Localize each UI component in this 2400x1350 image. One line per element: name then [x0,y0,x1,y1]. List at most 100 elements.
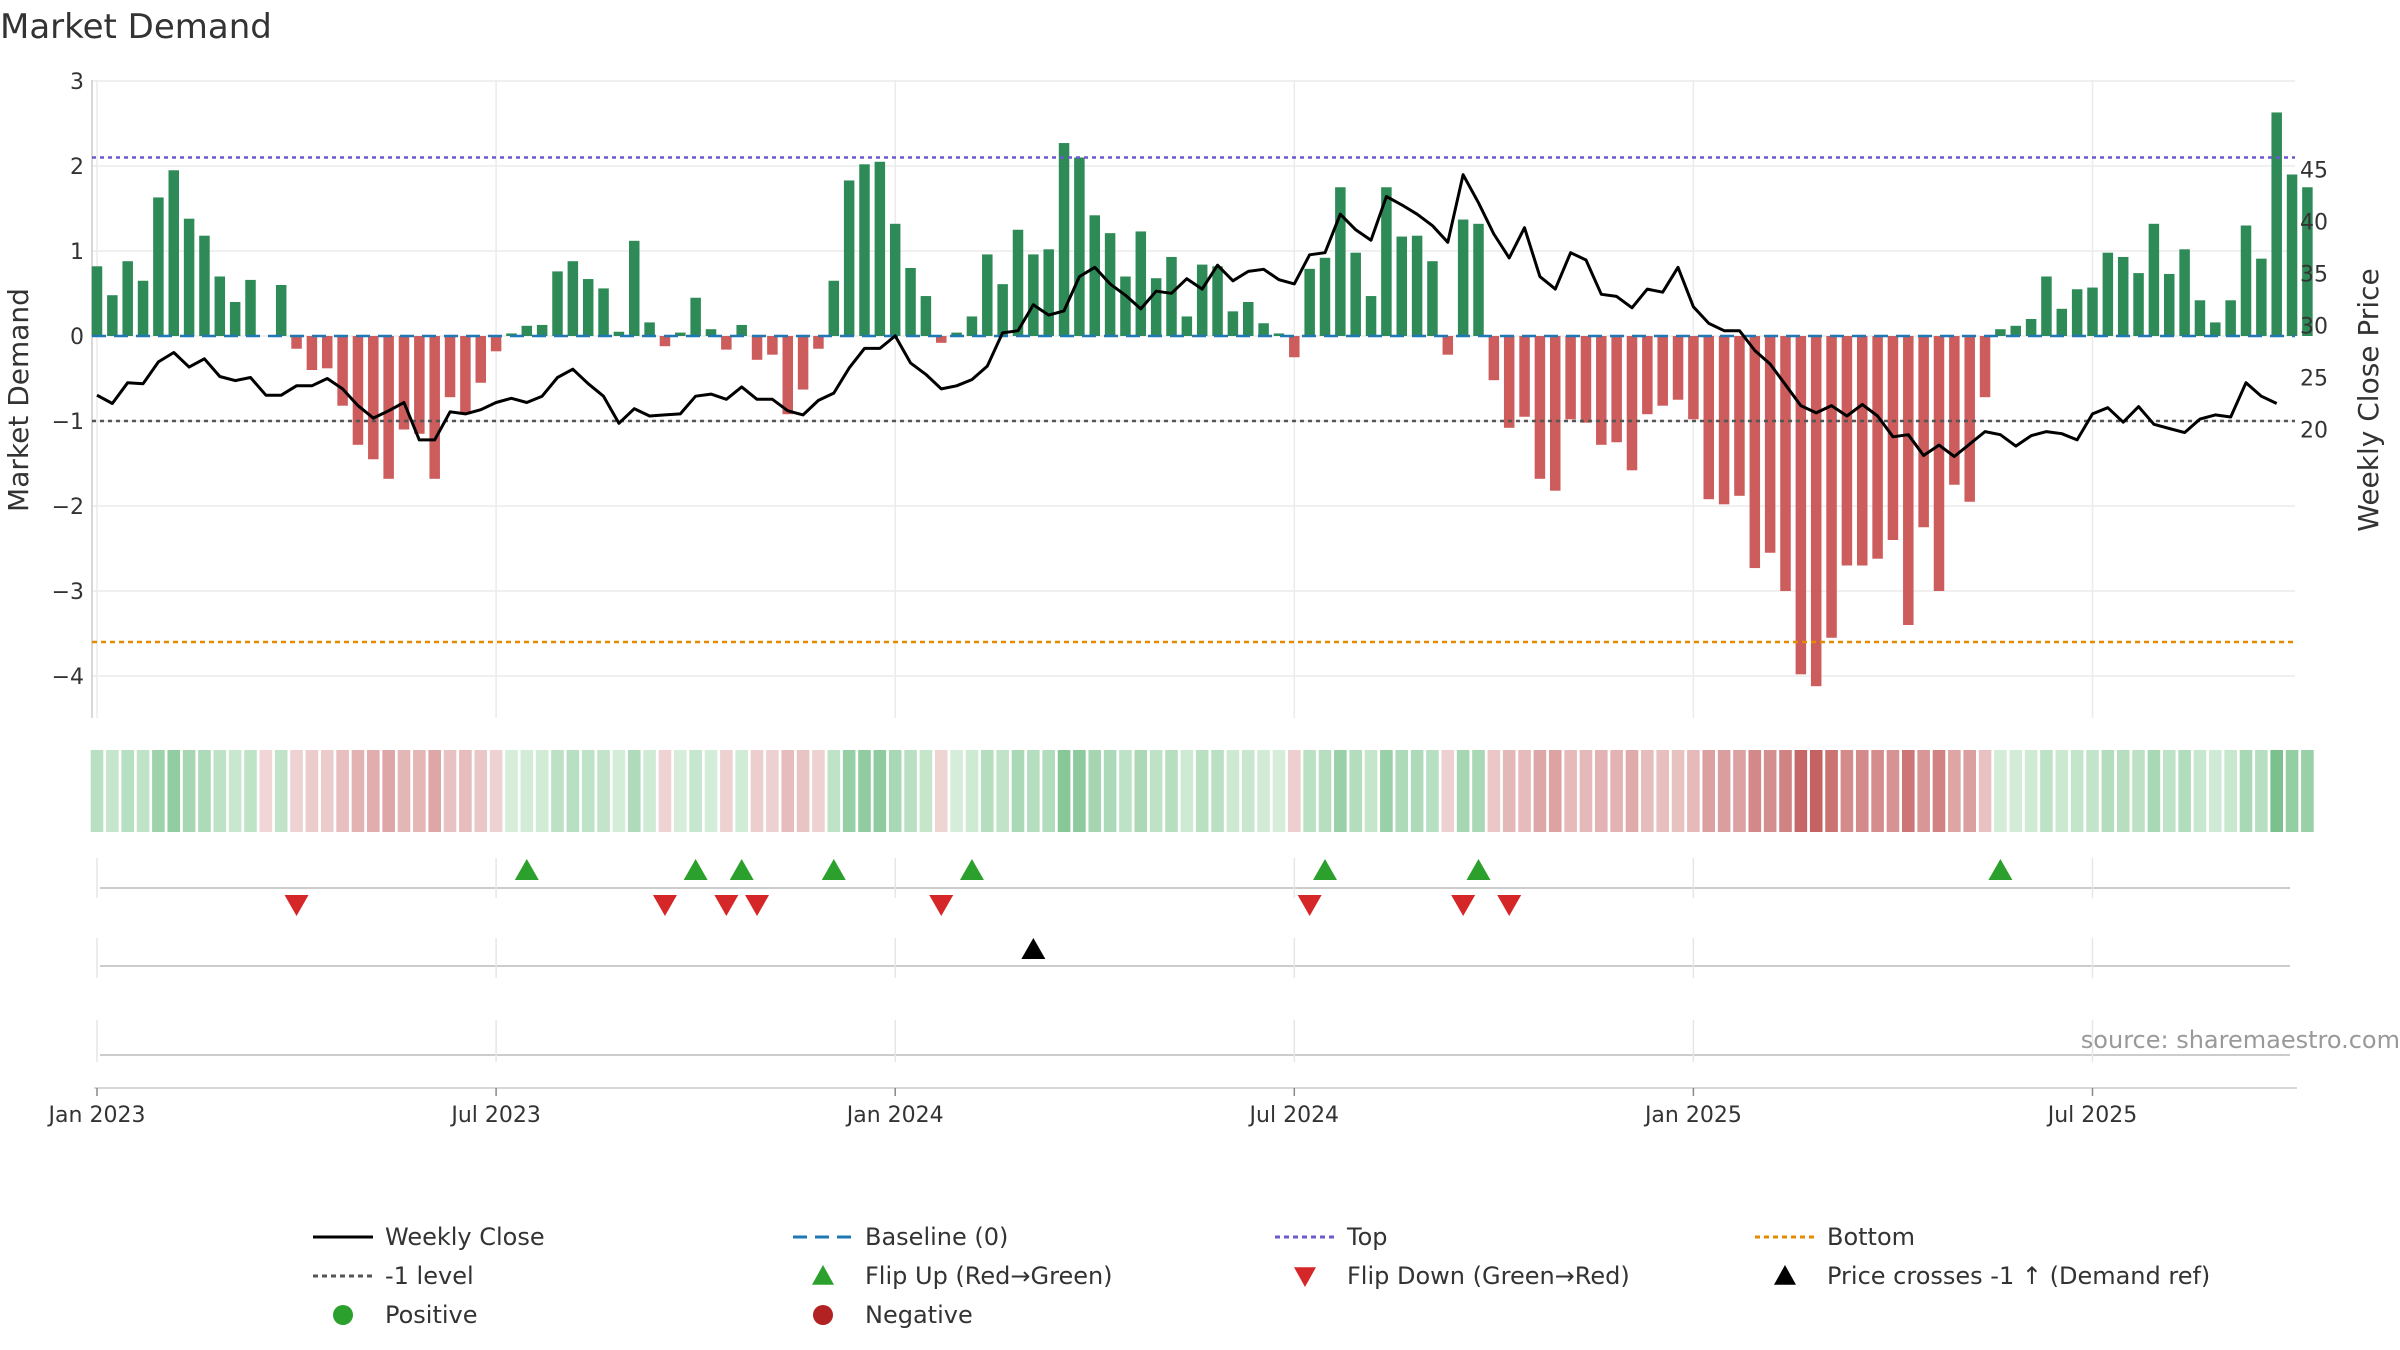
heat-cell [2132,750,2145,832]
demand-bar-positive [920,296,932,336]
demand-bar-positive [859,164,870,336]
demand-bar-positive [690,297,701,336]
legend-item: Flip Down (Green→Red) [1294,1262,1630,1290]
demand-bar-positive [2025,319,2037,336]
demand-bar-negative [306,336,318,370]
heat-cell [566,750,580,832]
flip-down-marker [284,895,309,916]
x-tick-label: Jul 2023 [449,1103,541,1128]
demand-bar-negative [490,336,502,352]
y2-tick-label: 40 [2300,211,2328,236]
demand-bar-negative [1734,336,1745,496]
demand-bar-negative [1503,336,1515,428]
heat-cell [2193,750,2207,832]
flip-up-marker [1988,859,2013,880]
heat-cell [2224,750,2237,832]
heat-cell [704,750,718,832]
heat-cell [750,750,764,832]
heat-cell [996,750,1009,832]
y-tick-label: 3 [70,70,84,95]
demand-bar-positive [843,180,855,336]
heat-cell [1656,750,1669,832]
heat-cell [1748,750,1762,832]
heat-cell [2024,750,2038,832]
heat-cell [2209,750,2222,832]
heat-cell [1717,750,1731,832]
heat-cell [152,750,165,832]
demand-bar-positive [997,284,1008,336]
demand-bar-positive [1258,323,1269,336]
demand-bar-positive [629,240,640,336]
demand-bar-positive [2240,225,2252,336]
demand-bar-positive [245,279,256,336]
weekly-close-line [96,173,2278,458]
heat-cell [842,750,856,832]
flip-up-marker [1313,859,1337,880]
heat-cell [2301,750,2314,832]
demand-bar-positive [214,276,226,336]
heat-cell [2255,750,2268,832]
heat-cell [1687,750,1700,832]
heat-cell [1855,750,1869,832]
heat-cell [1487,750,1501,832]
heat-cell [1825,750,1838,832]
demand-bar-negative [460,336,471,415]
demand-bar-negative [1810,336,1822,687]
demand-bar-positive [91,266,103,336]
demand-bar-negative [444,336,456,398]
demand-bar-negative [352,336,364,445]
demand-bar-negative [322,336,333,369]
legend-label: Bottom [1827,1223,1915,1251]
heat-cell [934,750,948,832]
heat-cell [904,750,917,832]
demand-bar-negative [1688,336,1699,420]
heat-cell [259,750,273,832]
heat-cell [858,750,871,832]
heat-cell [428,750,441,832]
demand-bar-positive [1028,254,1039,336]
heat-cell [1088,750,1102,832]
heat-cell [658,750,672,832]
demand-bar-positive [168,170,179,336]
flip-down-marker [652,895,677,916]
demand-bar-negative [813,336,824,349]
demand-bar-positive [2225,300,2236,336]
heat-cell [228,750,242,832]
heat-cell [1456,750,1470,832]
heat-cell [950,750,963,832]
flip-down-marker [1451,895,1476,916]
demand-bar-negative [1657,336,1668,406]
demand-bar-negative [1642,336,1653,415]
demand-bar-negative [1534,336,1546,479]
demand-bar-negative [1826,336,1837,638]
heat-cell [474,750,488,832]
demand-bar-negative [1964,336,1975,502]
heat-cell [443,750,457,832]
heat-cell [1057,750,1071,832]
demand-bar-positive [889,223,901,336]
left-axis-ticks: 3 2 1 0 −1 −2 −3 −4 [52,70,84,690]
heat-cell [597,750,610,832]
heat-cell [520,750,534,832]
demand-bar-positive [2179,249,2190,336]
flip-down-marker [1297,895,1322,916]
flip-down-marker [1497,895,1522,916]
heat-cell [290,750,303,832]
heat-cell [274,750,288,832]
heat-cell [336,750,349,832]
demand-bar-negative [721,336,732,350]
demand-bar-positive [1473,223,1484,336]
demand-bar-positive [2010,325,2021,336]
demand-bar-negative [1841,336,1853,566]
heat-cell [90,750,104,832]
demand-bar-negative [1857,336,1868,566]
heat-cell [413,750,426,832]
heat-cell [888,750,902,832]
demand-bar-positive [2133,273,2144,336]
legend-label: Weekly Close [385,1223,545,1251]
y2-tick-label: 25 [2300,367,2328,392]
demand-bar-negative [1565,336,1576,420]
demand-bar-positive [1227,311,1239,336]
demand-bar-negative [475,336,486,383]
x-tick-label: Jul 2025 [2046,1103,2138,1128]
